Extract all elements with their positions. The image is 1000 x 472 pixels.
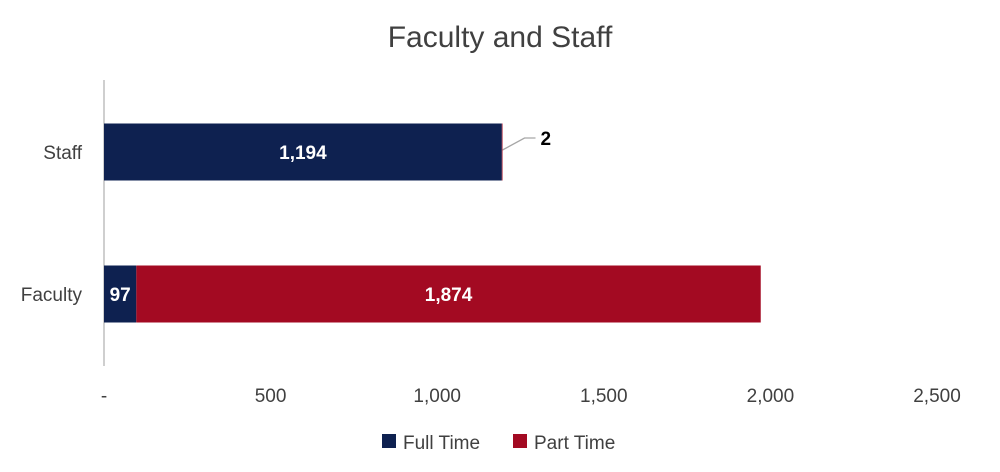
data-label-faculty-part-time: 1,874 <box>425 285 473 306</box>
x-tick-label: 2,000 <box>747 386 795 407</box>
data-label-staff-full-time: 1,194 <box>279 143 327 164</box>
legend-swatch-full-time <box>382 434 396 448</box>
legend: Full Time Part Time <box>382 433 615 454</box>
category-label-staff: Staff <box>43 143 82 164</box>
x-axis-ticks: - 500 1,000 1,500 2,000 2,500 <box>101 386 961 407</box>
legend-label-full-time: Full Time <box>403 433 480 454</box>
bar-staff-part-time <box>501 123 503 181</box>
x-tick-label: 1,500 <box>580 386 628 407</box>
category-labels: Staff Faculty <box>21 143 83 306</box>
callout-leader-line <box>502 137 536 151</box>
bar-value-labels: 1,194 2 97 1,874 <box>110 129 551 306</box>
data-label-staff-part-time: 2 <box>541 129 552 150</box>
x-tick-label: - <box>101 386 107 407</box>
bar-faculty-part-time <box>136 265 761 323</box>
bar-group <box>104 123 761 323</box>
x-tick-label: 1,000 <box>413 386 461 407</box>
data-label-faculty-full-time: 97 <box>110 285 131 306</box>
x-tick-label: 500 <box>255 386 287 407</box>
legend-label-part-time: Part Time <box>534 433 615 454</box>
category-label-faculty: Faculty <box>21 285 83 306</box>
bar-faculty-full-time <box>104 265 137 323</box>
bar-staff-full-time <box>104 123 502 181</box>
chart-title: Faculty and Staff <box>388 21 613 54</box>
x-tick-label: 2,500 <box>913 386 961 407</box>
legend-swatch-part-time <box>513 434 527 448</box>
